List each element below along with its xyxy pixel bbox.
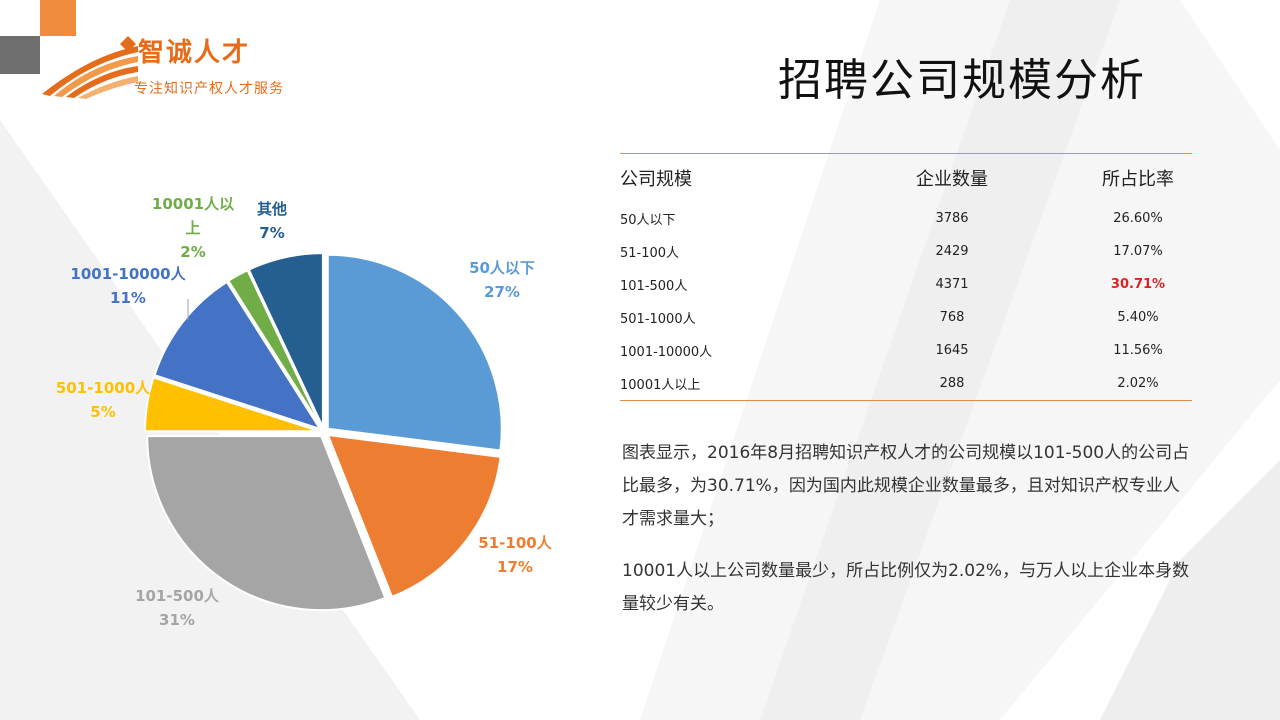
pie-data-label: 50人以下 27% (469, 259, 535, 301)
analysis-paragraph-2: 10001人以上公司数量最少，所占比例仅为2.02%，与万人以上企业本身数量较少… (622, 561, 1190, 614)
header-ratio: 所占比率 (1102, 169, 1174, 190)
corner-square-orange (40, 0, 76, 36)
corner-square-gray (0, 36, 40, 74)
pie-data-label: 501-1000人 5% (56, 379, 151, 421)
pie-slice (226, 268, 323, 429)
table-row: 1001-10000人 1645 11.56% (620, 334, 1192, 367)
pie-data-label: 1001-10000人 11% (70, 265, 186, 307)
pie-data-label: 101-500人 31% (135, 587, 220, 629)
cell-ratio: 5.40% (1117, 310, 1159, 325)
cell-ratio: 26.60% (1113, 211, 1163, 226)
pie-data-label: 10001人以上 2% (152, 195, 234, 261)
cell-count: 2429 (935, 244, 969, 259)
pie-data-label: 其他 7% (257, 200, 287, 242)
pie-slice (326, 253, 503, 452)
cell-ratio: 17.07% (1113, 244, 1163, 259)
cell-size: 51-100人 (620, 246, 680, 261)
analysis-paragraph-1: 图表显示，2016年8月招聘知识产权人才的公司规模以101-500人的公司占比最… (622, 443, 1190, 529)
brand-name: 智诚人才 (138, 38, 251, 68)
table-row: 501-1000人 768 5.40% (620, 301, 1192, 334)
table-row: 51-100人 2429 17.07% (620, 235, 1192, 268)
cell-count: 3786 (935, 211, 969, 226)
cell-count: 288 (939, 376, 965, 391)
pie-slice (247, 252, 324, 428)
cell-count: 1645 (935, 343, 969, 358)
header-company-count: 企业数量 (916, 169, 988, 190)
cell-size: 1001-10000人 (620, 345, 713, 360)
company-size-table: 公司规模 企业数量 所占比率 50人以下 3786 26.60% 51-100人… (620, 153, 1192, 401)
table-row: 101-500人 4371 30.71% (620, 268, 1192, 301)
header-company-size: 公司规模 (620, 169, 692, 190)
cell-ratio: 2.02% (1117, 376, 1159, 391)
cell-count: 768 (939, 310, 965, 325)
page-title: 招聘公司规模分析 (778, 55, 1146, 106)
pie-slice (153, 280, 323, 431)
cell-size: 101-500人 (620, 279, 688, 294)
cell-size: 501-1000人 (620, 312, 696, 327)
cell-size: 10001人以上 (620, 378, 701, 393)
cell-count: 4371 (935, 277, 969, 292)
pie-data-label: 51-100人 17% (478, 534, 552, 576)
cell-ratio-highlight: 30.71% (1110, 277, 1166, 292)
table-header-row: 公司规模 企业数量 所占比率 (620, 154, 1192, 202)
pie-slice (144, 376, 320, 433)
logo-icon (42, 36, 138, 99)
cell-size: 50人以下 (620, 213, 676, 228)
pie-slice (146, 435, 387, 612)
cell-ratio: 11.56% (1113, 343, 1163, 358)
brand-tagline: 专注知识产权人才服务 (134, 81, 284, 97)
table-row: 50人以下 3786 26.60% (620, 202, 1192, 235)
pie-slice (326, 433, 502, 599)
table-row: 10001人以上 288 2.02% (620, 367, 1192, 400)
